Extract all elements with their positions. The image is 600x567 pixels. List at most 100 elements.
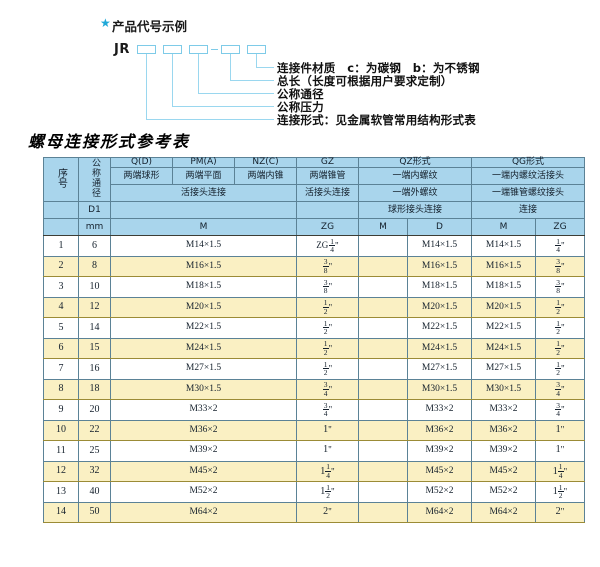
cell-gz-zg: 1 1 2 " [296, 481, 359, 503]
cell-thread-m: M18×1.5 [110, 276, 297, 298]
cell-qg-m: M18×1.5 [471, 276, 536, 298]
cell-d1: 25 [78, 440, 111, 462]
spec-table-wrapper: 序号 公称通径 Q(D) PM(A) NZ(C) GZ QZ形式 QG形式 两端… [43, 156, 585, 524]
cell-seq: 11 [43, 440, 79, 462]
header-thread-m-left: M [110, 218, 297, 237]
cell-qz-d: M20×1.5 [407, 296, 472, 319]
header-shape-qg: 一端内螺纹活接头 [471, 167, 585, 186]
header-blank-left [110, 201, 297, 220]
cell-qz-m [358, 255, 408, 278]
cell-qg-zg: 3 4 " [535, 399, 585, 421]
cell-gz-zg: 3 8 " [296, 276, 359, 298]
cell-qg-m: M36×2 [471, 419, 536, 442]
table-row: 12 32 M45×2 1 1 4 " M45×2 M45×2 1 1 4 " [43, 460, 585, 483]
header-seq-spacer [43, 201, 79, 220]
cell-d1: 8 [78, 255, 111, 278]
cell-qz-d: M45×2 [407, 460, 472, 483]
table-row: 11 25 M39×2 1" M39×2 M39×2 1" [43, 440, 585, 462]
cell-qz-d: M16×1.5 [407, 255, 472, 278]
cell-qg-zg: 1 2 " [535, 358, 585, 380]
leader-line-v-5 [146, 54, 148, 120]
table-row: 14 50 M64×2 2" M64×2 M64×2 2" [43, 501, 585, 524]
header-connect-qg: 连接 [471, 201, 585, 220]
cell-qg-m: M14×1.5 [471, 235, 536, 257]
header-shape-gz: 两端锥管 [296, 167, 359, 186]
cell-thread-m: M52×2 [110, 481, 297, 503]
cell-seq: 7 [43, 358, 79, 380]
leader-line-h-5 [146, 119, 274, 121]
cell-gz-zg: ZG 1 4 " [296, 235, 359, 257]
header-row-connect: 活接头连接 活接头连接 一端外螺纹 一端锥管螺纹接头 [44, 184, 585, 203]
header-connect-qz: 球形接头连接 [358, 201, 472, 220]
cell-qg-m: M24×1.5 [471, 337, 536, 360]
cell-qg-zg: 1" [535, 440, 585, 462]
header-thread-m-qz: M [358, 218, 408, 237]
product-code-prefix: JR [114, 42, 130, 57]
code-box-2 [163, 45, 182, 54]
cell-seq: 12 [43, 460, 79, 483]
header-shape2-qz: 一端外螺纹 [358, 184, 472, 203]
cell-seq: 14 [43, 501, 79, 524]
cell-qz-m [358, 337, 408, 360]
cell-seq: 1 [43, 235, 79, 257]
header-blank-gz [296, 201, 359, 220]
cell-seq: 9 [43, 399, 79, 421]
product-code-diagram: ★ 产品代号示例 JR 连接件材质 c：为碳钢 b：为不锈钢 总长（长度可根据用… [0, 0, 600, 128]
cell-qg-zg: 1 4 " [535, 235, 585, 257]
code-box-3 [189, 45, 208, 54]
cell-qg-zg: 1 1 2 " [535, 481, 585, 503]
cell-qg-zg: 1" [535, 419, 585, 442]
cell-seq: 6 [43, 337, 79, 360]
cell-qg-m: M22×1.5 [471, 317, 536, 339]
header-group-qz: QZ形式 [358, 156, 472, 169]
cell-qz-m [358, 481, 408, 503]
leader-line-v-3 [198, 54, 200, 94]
cell-qg-m: M33×2 [471, 399, 536, 421]
cell-qz-m [358, 378, 408, 401]
cell-seq: 3 [43, 276, 79, 298]
table-row: 9 20 M33×2 3 4 " M33×2 M33×2 3 4 " [43, 399, 585, 421]
cell-d1: 10 [78, 276, 111, 298]
table-row: 10 22 M36×2 1" M36×2 M36×2 1" [43, 419, 585, 442]
cell-qg-zg: 3 8 " [535, 255, 585, 278]
table-title: 螺母连接形式参考表 [28, 132, 191, 151]
header-unit-mm: mm [78, 218, 111, 237]
cell-qz-d: M18×1.5 [407, 276, 472, 298]
table-row: 6 15 M24×1.5 1 2 " M24×1.5 M24×1.5 1 2 " [43, 337, 585, 360]
cell-qz-m [358, 440, 408, 462]
cell-qg-m: M27×1.5 [471, 358, 536, 380]
table-row: 1 6 M14×1.5 ZG 1 4 " M14×1.5 M14×1.5 1 4 " [43, 235, 585, 257]
code-box-5 [247, 45, 266, 54]
header-seq: 序号 [43, 156, 79, 203]
cell-qz-m [358, 419, 408, 442]
header-row-shapes: 两端球形 两端平面 两端内锥 两端锥管 一端内螺纹 一端内螺纹活接头 [44, 167, 585, 186]
cell-d1: 14 [78, 317, 111, 339]
header-seq-spacer-2 [43, 218, 79, 237]
cell-d1: 6 [78, 235, 111, 257]
header-shape-nzc: 两端内锥 [234, 167, 297, 186]
cell-qg-m: M30×1.5 [471, 378, 536, 401]
cell-thread-m: M45×2 [110, 460, 297, 483]
code-box-4 [221, 45, 240, 54]
header-row-units: mm M ZG M D M ZG [43, 218, 585, 237]
leader-line-h-4 [172, 106, 274, 108]
cell-seq: 10 [43, 419, 79, 442]
cell-thread-m: M36×2 [110, 419, 297, 442]
star-icon: ★ [100, 16, 111, 30]
cell-d1: 20 [78, 399, 111, 421]
cell-gz-zg: 1 2 " [296, 337, 359, 360]
table-row: 4 12 M20×1.5 1 2 " M20×1.5 M20×1.5 1 2 " [43, 296, 585, 319]
cell-qz-m [358, 460, 408, 483]
header-shape-qz: 一端内螺纹 [358, 167, 472, 186]
header-group-gz: GZ [296, 156, 359, 169]
cell-qg-m: M16×1.5 [471, 255, 536, 278]
cell-qg-zg: 3 4 " [535, 378, 585, 401]
code-dash [211, 49, 218, 51]
cell-qz-m [358, 501, 408, 524]
cell-qz-m [358, 358, 408, 380]
header-thread-m-qg: M [471, 218, 536, 237]
header-row-codes: 序号 公称通径 Q(D) PM(A) NZ(C) GZ QZ形式 QG形式 [43, 156, 585, 203]
table-body: 1 6 M14×1.5 ZG 1 4 " M14×1.5 M14×1.5 1 4 " 2 8 M16×1.5… [43, 235, 585, 524]
cell-qz-d: M24×1.5 [407, 337, 472, 360]
